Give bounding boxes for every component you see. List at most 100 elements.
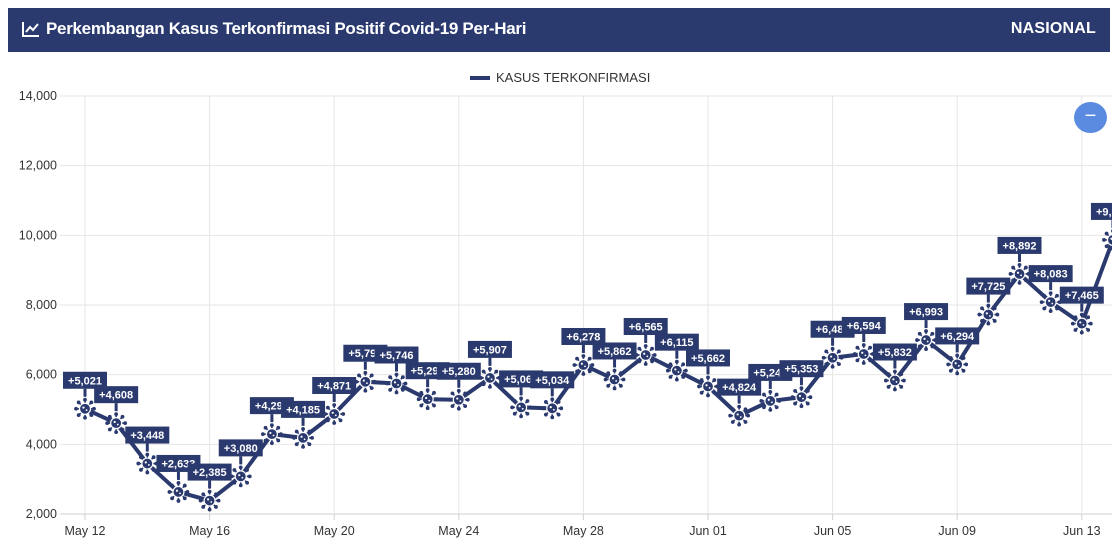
svg-text:+5,832: +5,832 [878, 347, 912, 359]
svg-text:+7,725: +7,725 [971, 281, 1005, 293]
svg-text:+5,021: +5,021 [68, 375, 102, 387]
x-tick-label: Jun 09 [938, 524, 976, 538]
virus-icon [852, 343, 875, 365]
virus-icon [416, 388, 439, 411]
y-tick-label: 14,000 [19, 89, 57, 103]
virus-icon [323, 403, 346, 425]
svg-text:+6,115: +6,115 [660, 337, 693, 349]
virus-icon [105, 412, 128, 435]
svg-text:+6,594: +6,594 [847, 320, 882, 332]
virus-icon [1070, 312, 1093, 335]
virus-icon [541, 397, 564, 420]
data-label: +5,662 [686, 349, 730, 375]
data-label: +6,278 [561, 327, 606, 353]
svg-text:+8,892: +8,892 [1003, 240, 1037, 252]
x-tick-label: May 28 [563, 524, 604, 538]
svg-text:+7,465: +7,465 [1065, 290, 1099, 302]
svg-text:+4,871: +4,871 [317, 380, 351, 392]
virus-icon [572, 354, 595, 376]
x-tick-label: May 20 [314, 524, 355, 538]
y-tick-label: 8,000 [26, 298, 57, 312]
virus-icon [354, 370, 377, 393]
svg-text:+6,278: +6,278 [566, 331, 600, 343]
virus-icon [292, 426, 314, 449]
x-tick-label: May 16 [189, 524, 230, 538]
virus-icon [229, 465, 252, 488]
virus-icon [1039, 291, 1062, 314]
svg-text:+5,907: +5,907 [473, 344, 507, 356]
svg-text:+9,868: +9,868 [1096, 206, 1116, 218]
x-tick-label: Jun 01 [689, 524, 727, 538]
svg-text:+5,862: +5,862 [598, 346, 632, 358]
data-label: +6,993 [904, 303, 949, 329]
x-tick-label: May 12 [65, 524, 106, 538]
svg-text:+2,633: +2,633 [161, 458, 195, 470]
y-tick-label: 12,000 [19, 159, 57, 173]
virus-icon [946, 353, 969, 376]
svg-text:+4,293: +4,293 [255, 401, 289, 413]
virus-icon [447, 388, 470, 411]
virus-icon [884, 369, 906, 392]
virus-icon [167, 481, 190, 503]
y-tick-label: 6,000 [26, 368, 57, 382]
virus-icon [603, 368, 626, 391]
data-label: +5,034 [530, 371, 575, 397]
data-label: +4,608 [94, 386, 139, 412]
svg-text:+5,353: +5,353 [784, 364, 818, 376]
x-tick-label: Jun 13 [1063, 524, 1101, 538]
legend-swatch [470, 76, 490, 80]
svg-text:+3,448: +3,448 [130, 430, 164, 442]
region-label[interactable]: NASIONAL [1010, 20, 1096, 37]
svg-text:+5,246: +5,246 [753, 367, 787, 379]
virus-icon [510, 396, 532, 419]
svg-text:+6,486: +6,486 [816, 324, 850, 336]
data-label: +8,083 [1028, 265, 1073, 291]
zoom-out-button[interactable]: − [1074, 102, 1107, 133]
data-label: +5,907 [467, 340, 512, 366]
data-label: +6,294 [935, 327, 980, 353]
virus-icon [915, 329, 937, 351]
virus-icon [759, 390, 782, 412]
svg-text:+2,385: +2,385 [193, 467, 227, 479]
x-tick-label: Jun 05 [814, 524, 852, 538]
data-label: +3,080 [218, 439, 263, 465]
data-label: +5,280 [436, 362, 481, 388]
svg-text:+4,185: +4,185 [286, 404, 320, 416]
svg-text:+8,083: +8,083 [1034, 269, 1068, 281]
y-tick-label: 10,000 [19, 228, 57, 242]
virus-icon [479, 367, 501, 389]
virus-icon [728, 404, 751, 427]
data-label: +6,594 [841, 316, 886, 342]
data-label: +6,565 [623, 317, 668, 343]
svg-text:+5,034: +5,034 [535, 375, 570, 387]
virus-icon [977, 303, 1000, 326]
data-label: +5,353 [779, 360, 824, 386]
svg-text:+3,080: +3,080 [224, 443, 258, 455]
virus-icon [1008, 263, 1031, 285]
svg-text:+6,565: +6,565 [629, 321, 663, 333]
data-label: +5,746 [374, 346, 419, 372]
svg-text:+5,296: +5,296 [411, 366, 445, 378]
data-label: +3,448 [125, 426, 170, 452]
virus-icon [74, 397, 96, 420]
svg-text:+4,824: +4,824 [722, 382, 757, 394]
svg-text:+5,746: +5,746 [380, 350, 414, 362]
data-label: +8,892 [997, 236, 1042, 262]
legend-label: KASUS TERKONFIRMASI [496, 70, 651, 85]
data-label: +4,824 [717, 378, 762, 404]
virus-icon [198, 489, 221, 512]
data-label: +7,465 [1059, 286, 1104, 312]
data-label: +9,868 [1090, 202, 1116, 228]
chart-title: Perkembangan Kasus Terkonfirmasi Positif… [46, 19, 527, 38]
virus-icon [697, 375, 719, 398]
svg-text:+6,993: +6,993 [909, 307, 943, 319]
virus-icon [136, 452, 159, 475]
data-label: +5,021 [63, 371, 107, 397]
virus-icon [790, 386, 813, 409]
plot-area: +5,021 +4,608 +3,448 +2,633+2,385 +3,080 +4,2… [63, 202, 1116, 512]
data-label: +5,832 [872, 343, 917, 369]
data-label: +4,871 [312, 376, 357, 402]
svg-text:+5,280: +5,280 [442, 366, 476, 378]
y-tick-label: 4,000 [26, 437, 57, 451]
